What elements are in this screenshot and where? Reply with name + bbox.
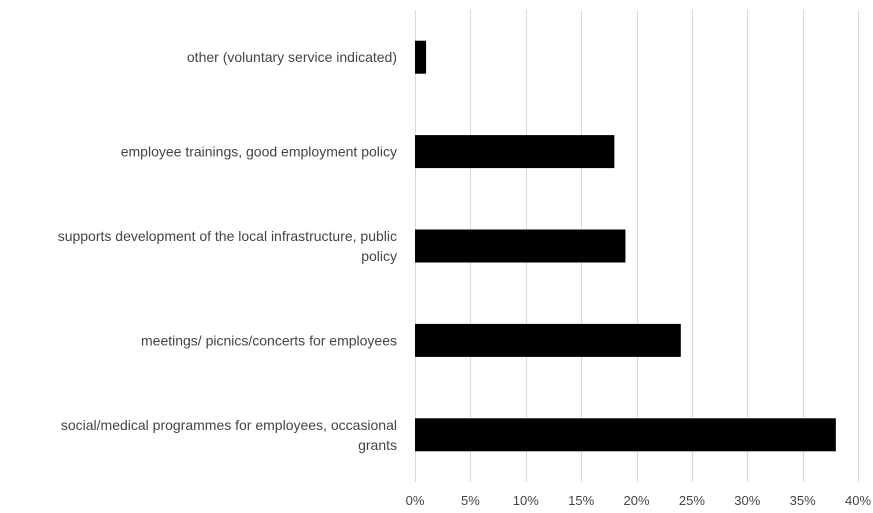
x-tick-label-6: 30% [734, 493, 760, 508]
x-tick-label-1: 5% [461, 493, 480, 508]
category-label-1: employee trainings, good employment poli… [121, 144, 397, 160]
category-label-line: meetings/ picnics/concerts for employees [141, 332, 397, 348]
category-label-line: social/medical programmes for employees,… [61, 417, 397, 433]
bar-1 [415, 135, 615, 169]
category-label-4: social/medical programmes for employees,… [61, 417, 397, 453]
category-labels: other (voluntary service indicated) emplo… [58, 49, 397, 453]
x-tick-label-8: 40% [845, 493, 871, 508]
bar-2 [415, 229, 626, 263]
x-tick-label-5: 25% [679, 493, 705, 508]
bar-3 [415, 323, 681, 357]
category-label-3: meetings/ picnics/concerts for employees [141, 332, 397, 348]
bar-0 [415, 40, 427, 74]
category-label-2: supports development of the local infras… [58, 228, 397, 264]
x-tick-label-2: 10% [513, 493, 539, 508]
x-axis-tick-labels: 0% 5% 10% 15% 20% 25% 30% 35% 40% [406, 493, 872, 508]
gridlines [415, 10, 859, 482]
bar-4 [415, 418, 836, 452]
category-label-line: other (voluntary service indicated) [187, 49, 397, 65]
bars [415, 40, 836, 452]
x-tick-label-3: 15% [568, 493, 594, 508]
category-label-line: policy [361, 248, 397, 264]
category-label-0: other (voluntary service indicated) [187, 49, 397, 65]
x-tick-label-7: 35% [790, 493, 816, 508]
x-tick-label-4: 20% [623, 493, 649, 508]
x-tick-label-0: 0% [406, 493, 425, 508]
category-label-line: grants [358, 437, 397, 453]
category-label-line: employee trainings, good employment poli… [121, 144, 397, 160]
category-label-line: supports development of the local infras… [58, 228, 397, 244]
